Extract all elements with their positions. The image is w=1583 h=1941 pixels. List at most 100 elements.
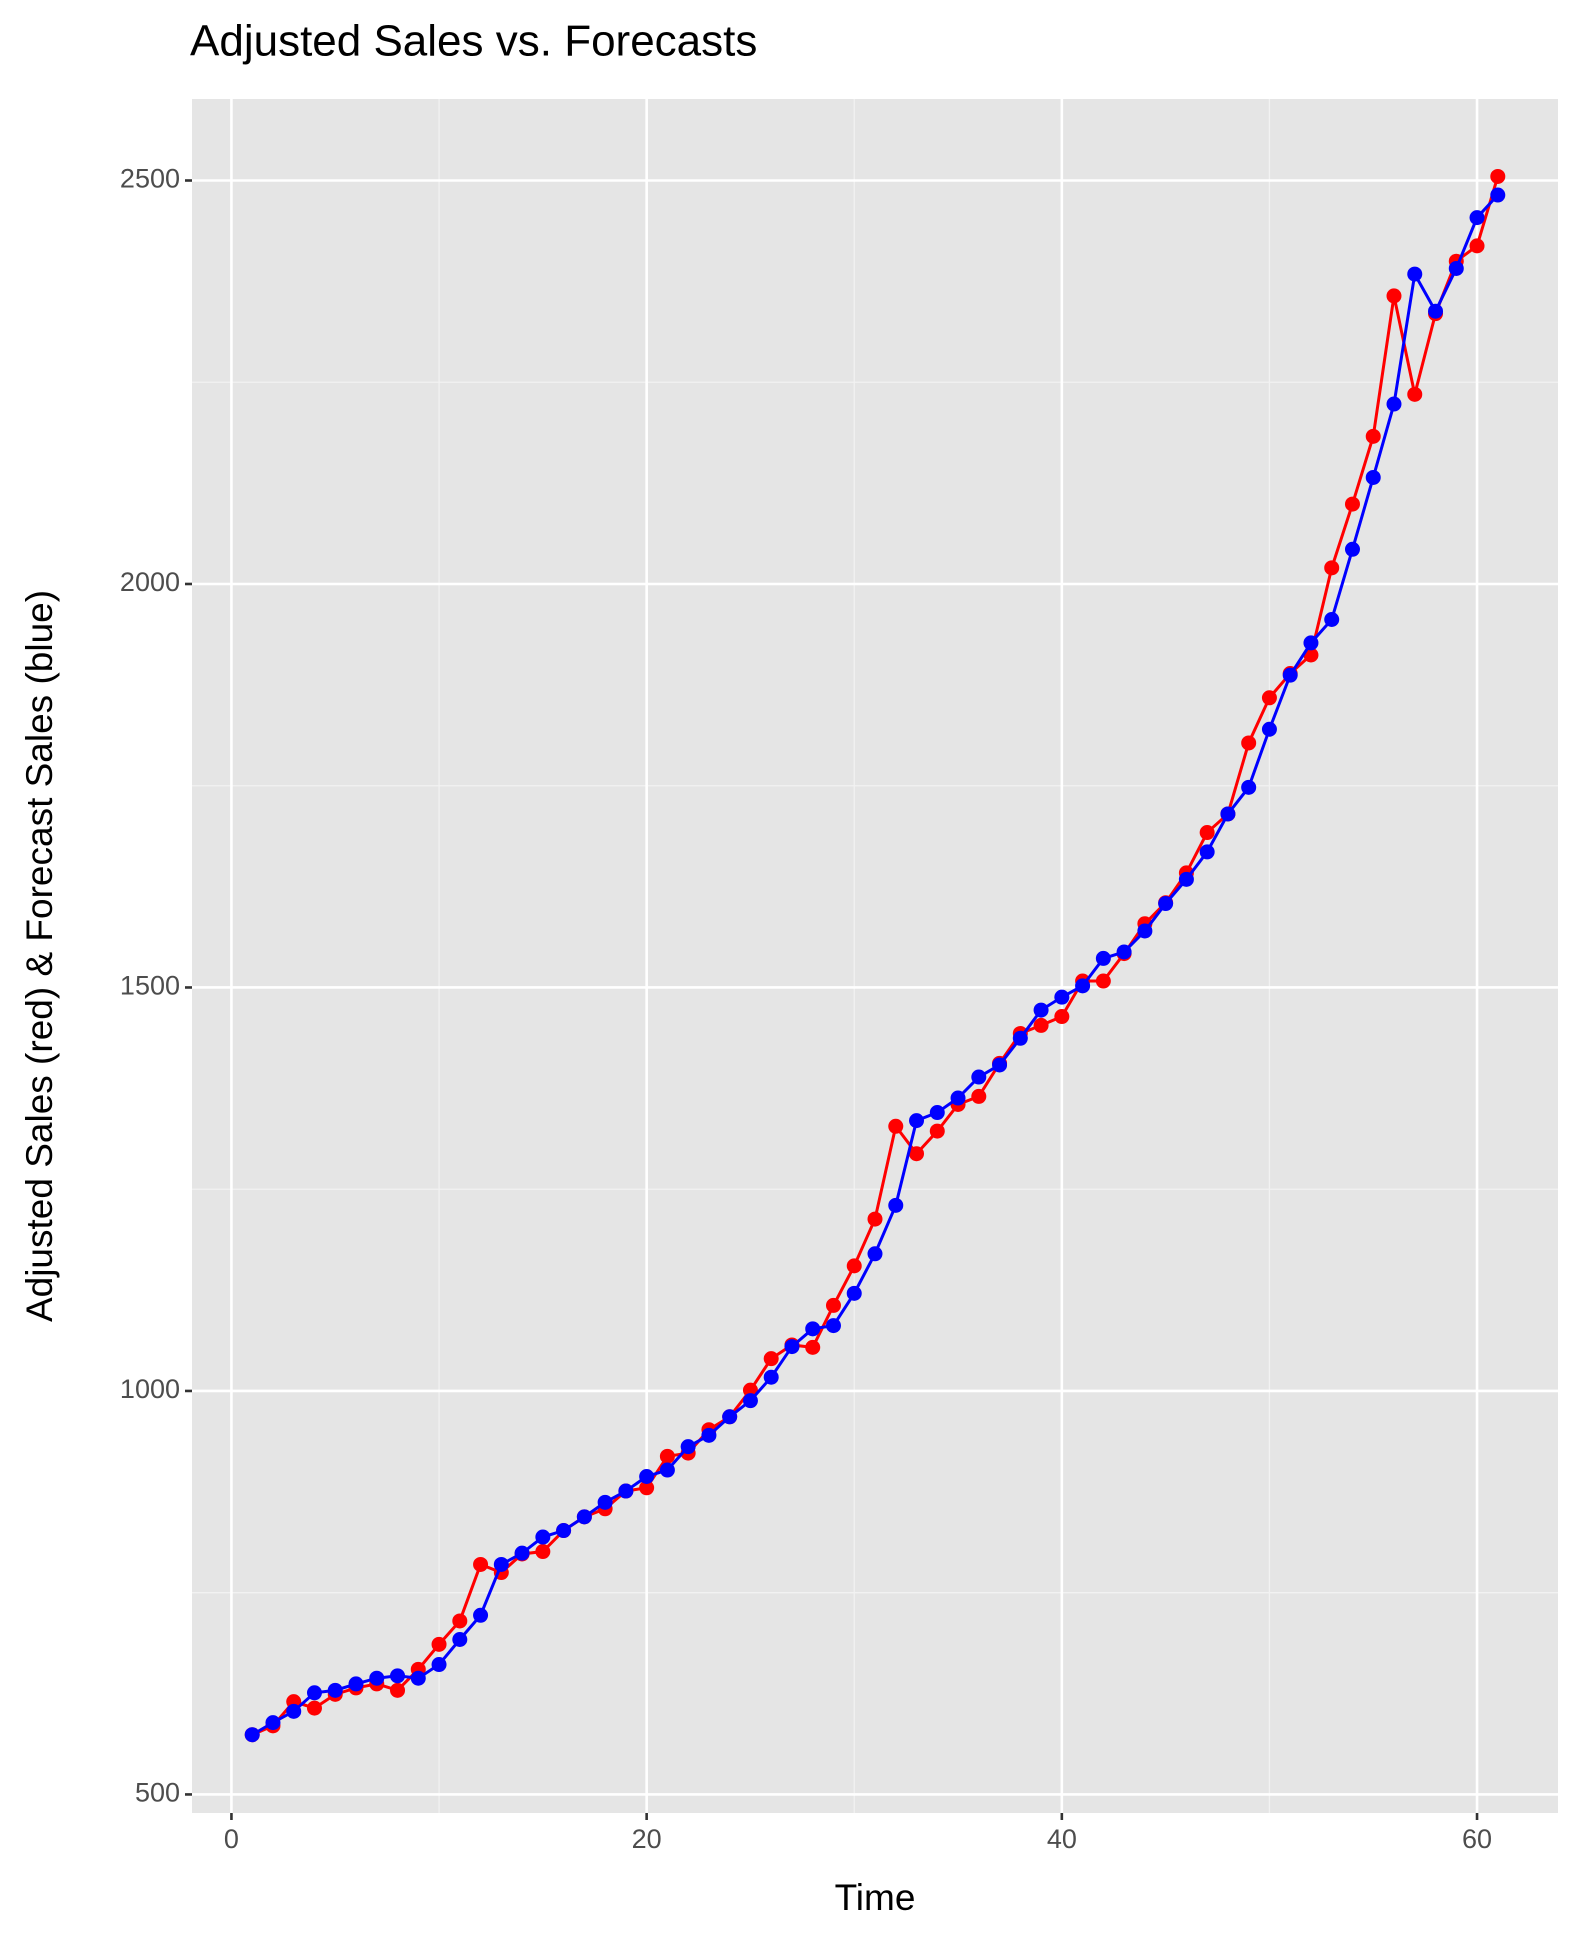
data-point <box>1490 168 1506 184</box>
data-point <box>639 1468 655 1484</box>
data-point <box>390 1682 406 1698</box>
data-point <box>473 1556 489 1572</box>
data-point <box>971 1088 987 1104</box>
data-point <box>1220 806 1236 822</box>
data-point <box>493 1556 509 1572</box>
data-point <box>1095 973 1111 989</box>
data-point <box>1324 611 1340 627</box>
data-point <box>763 1351 779 1367</box>
data-point <box>1241 779 1257 795</box>
data-point <box>1386 288 1402 304</box>
data-point <box>1469 210 1485 226</box>
data-point <box>1178 871 1194 887</box>
data-point <box>1199 825 1215 841</box>
data-point <box>1428 303 1444 319</box>
data-point <box>909 1146 925 1162</box>
data-point <box>992 1057 1008 1073</box>
data-point <box>1490 187 1506 203</box>
data-point <box>244 1727 260 1743</box>
data-point <box>597 1494 613 1510</box>
data-point <box>535 1544 551 1560</box>
data-point <box>1261 721 1277 737</box>
data-point <box>1241 735 1257 751</box>
x-tick-label: 60 <box>1462 1824 1492 1854</box>
data-point <box>846 1285 862 1301</box>
data-point <box>1095 950 1111 966</box>
data-point <box>659 1462 675 1478</box>
data-point <box>763 1369 779 1385</box>
data-point <box>1448 260 1464 276</box>
data-point <box>805 1321 821 1337</box>
data-point <box>1386 396 1402 412</box>
data-point <box>971 1069 987 1085</box>
panel <box>192 99 1558 1813</box>
data-point <box>1054 989 1070 1005</box>
data-point <box>1012 1030 1028 1046</box>
data-point <box>742 1382 758 1398</box>
data-point <box>1137 923 1153 939</box>
data-point <box>825 1318 841 1334</box>
data-point <box>1365 428 1381 444</box>
data-point <box>825 1297 841 1313</box>
data-point <box>867 1246 883 1262</box>
data-point <box>556 1523 572 1539</box>
chart-title: Adjusted Sales vs. Forecasts <box>190 17 757 66</box>
data-point <box>639 1480 655 1496</box>
data-point <box>348 1676 364 1692</box>
data-point <box>431 1657 447 1673</box>
data-point <box>1158 896 1174 912</box>
data-point <box>369 1670 385 1686</box>
y-axis-title: Adjusted Sales (red) & Forecast Sales (b… <box>19 590 60 1322</box>
data-point <box>805 1339 821 1355</box>
data-point <box>929 1123 945 1139</box>
data-point <box>1075 978 1091 994</box>
data-point <box>1199 844 1215 860</box>
data-point <box>1303 635 1319 651</box>
data-point <box>742 1393 758 1409</box>
data-point <box>1033 1017 1049 1033</box>
data-point <box>1282 667 1298 683</box>
y-tick-label: 1000 <box>120 1374 180 1404</box>
data-point <box>1469 238 1485 254</box>
data-point <box>1344 541 1360 557</box>
data-point <box>306 1685 322 1701</box>
data-point <box>286 1703 302 1719</box>
data-point <box>846 1258 862 1274</box>
data-point <box>1054 1009 1070 1025</box>
data-point <box>888 1118 904 1134</box>
data-point <box>576 1509 592 1525</box>
data-point <box>390 1668 406 1684</box>
data-point <box>514 1545 530 1561</box>
data-point <box>929 1105 945 1121</box>
data-point <box>1033 1002 1049 1018</box>
data-point <box>1324 560 1340 576</box>
y-tick-label: 1500 <box>120 971 180 1001</box>
data-point <box>618 1483 634 1499</box>
data-point <box>1407 386 1423 402</box>
data-point <box>265 1715 281 1731</box>
y-tick-label: 500 <box>135 1778 180 1808</box>
data-point <box>888 1197 904 1213</box>
data-point <box>452 1613 468 1629</box>
data-point <box>306 1700 322 1716</box>
data-point <box>680 1439 696 1455</box>
data-point <box>535 1529 551 1545</box>
data-point <box>659 1448 675 1464</box>
x-tick-label: 0 <box>224 1824 239 1854</box>
data-point <box>867 1211 883 1227</box>
data-point <box>1365 469 1381 485</box>
data-point <box>784 1339 800 1355</box>
data-point <box>473 1607 489 1623</box>
x-tick-label: 20 <box>632 1824 662 1854</box>
data-point <box>452 1632 468 1648</box>
data-point <box>327 1682 343 1698</box>
x-tick-label: 40 <box>1047 1824 1077 1854</box>
data-point <box>701 1427 717 1443</box>
y-tick-label: 2000 <box>120 567 180 597</box>
plot <box>244 168 1506 1743</box>
data-point <box>431 1636 447 1652</box>
data-point <box>950 1090 966 1106</box>
data-point <box>1407 266 1423 282</box>
x-axis-title: Time <box>835 1877 916 1918</box>
data-point <box>909 1113 925 1129</box>
